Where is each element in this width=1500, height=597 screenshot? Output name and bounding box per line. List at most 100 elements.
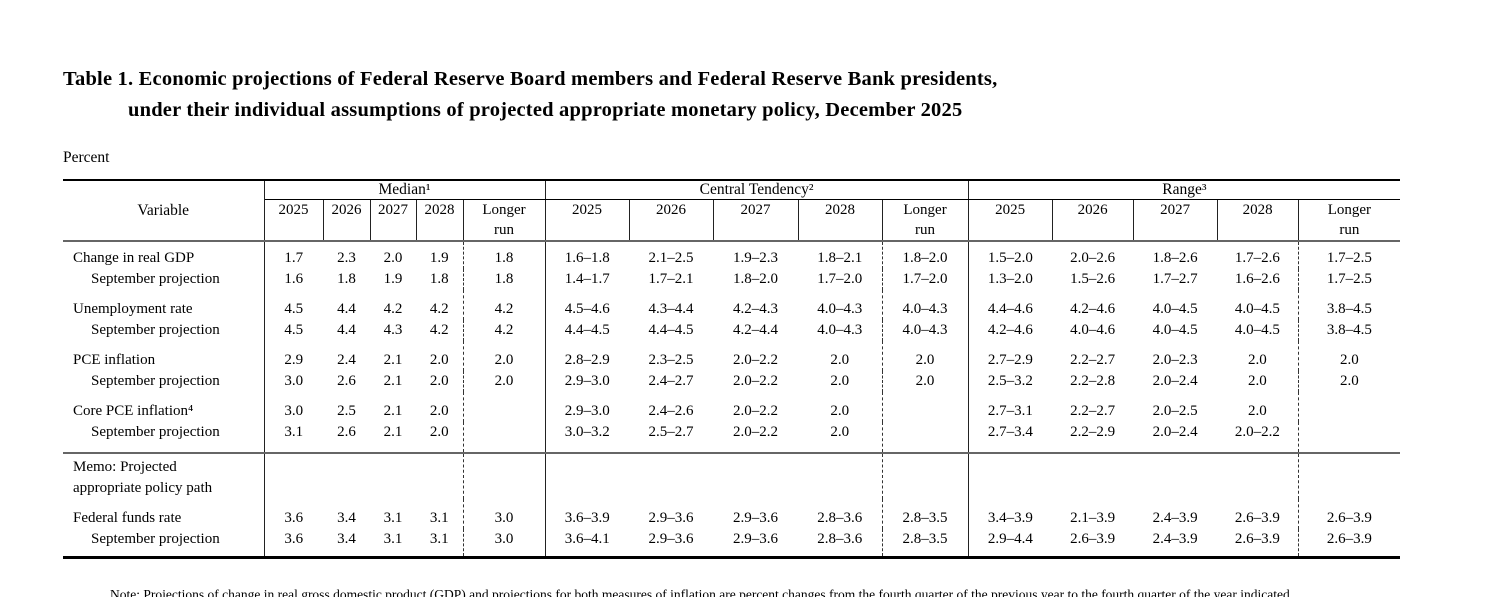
value-cell: 4.5 — [263, 320, 323, 341]
year-header-longer-run: Longer run — [462, 199, 546, 242]
memo-empty-cell — [798, 452, 883, 499]
table-row: Unemployment rate 4.5 4.4 4.2 4.2 4.2 4.5–4.6 4… — [63, 290, 1401, 320]
value-cell: 2.0 — [429, 424, 449, 440]
value-cell: 1.9 — [429, 250, 449, 266]
value-cell: 2.6–3.9 — [1297, 529, 1401, 558]
value-cell: 1.4–1.7 — [544, 269, 630, 290]
memo-empty-cell — [713, 452, 799, 499]
value-cell: 1.7–2.0 — [881, 269, 969, 290]
memo-empty-cell — [263, 452, 323, 499]
value-cell: 2.0 — [462, 341, 546, 371]
value-cell: 1.5–2.0 — [967, 241, 1053, 269]
value-cell: 2.0 — [830, 373, 850, 389]
value-cell: 2.0 — [881, 341, 969, 371]
value-cell: 2.7–3.4 — [967, 422, 1053, 453]
value-cell: 3.6–4.1 — [544, 529, 630, 558]
value-cell: 2.0–2.4 — [1152, 373, 1198, 389]
value-cell: 2.9–4.4 — [967, 529, 1053, 558]
table-row: Federal funds rate 3.6 3.4 3.1 3.1 3.0 3.6–3.9… — [63, 499, 1401, 529]
value-cell — [1297, 422, 1401, 453]
year-header: 2027 — [1132, 199, 1218, 242]
value-cell: 1.8 — [337, 271, 356, 287]
value-cell: 3.1 — [263, 422, 323, 453]
table-row: Change in real GDP 1.7 2.3 2.0 1.9 1.8 1.6–1.8… — [63, 241, 1401, 269]
value-cell: 4.0–4.3 — [881, 320, 969, 341]
value-cell: 4.4 — [337, 301, 356, 317]
value-cell: 3.1 — [429, 531, 449, 547]
value-cell: 3.6–3.9 — [544, 499, 630, 529]
value-cell: 2.8–3.6 — [817, 531, 863, 547]
value-cell: 1.7–2.1 — [648, 271, 694, 287]
value-cell: 1.8–2.0 — [881, 241, 969, 269]
value-cell: 2.9–3.6 — [648, 510, 694, 526]
value-cell: 4.2–4.3 — [733, 301, 779, 317]
value-cell: 1.6–1.8 — [544, 241, 630, 269]
value-cell — [881, 392, 969, 422]
memo-label: Memo: Projected appropriate policy path — [63, 452, 264, 499]
year-header: 2026 — [322, 199, 370, 242]
value-cell: 3.8–4.5 — [1297, 290, 1401, 320]
value-cell: 2.2–2.7 — [1070, 352, 1116, 368]
value-cell: 2.0 — [383, 250, 403, 266]
year-header: 2028 — [797, 199, 883, 242]
value-cell: 2.0 — [462, 371, 546, 392]
value-cell: 3.0–3.2 — [544, 422, 630, 453]
value-cell: 2.8–3.6 — [817, 510, 863, 526]
memo-empty-cell — [1052, 452, 1134, 499]
value-cell: 2.0 — [429, 373, 449, 389]
value-cell: 4.2 — [462, 320, 546, 341]
value-cell: 2.4 — [337, 352, 356, 368]
value-cell: 2.9–3.6 — [648, 531, 694, 547]
value-cell: 4.0–4.5 — [1234, 301, 1280, 317]
value-cell: 3.4–3.9 — [967, 499, 1053, 529]
table-row: September projection 3.1 2.6 2.1 2.0 3.0–3.2 2… — [63, 422, 1401, 453]
value-cell: 4.2 — [429, 301, 449, 317]
year-header: 2026 — [1051, 199, 1134, 242]
memo-empty-cell — [462, 452, 546, 499]
value-cell: 3.0 — [263, 371, 323, 392]
value-cell: 1.7 — [263, 241, 323, 269]
table-title-line1: Table 1. Economic projections of Federal… — [63, 68, 998, 90]
memo-empty-cell — [881, 452, 969, 499]
row-label: September projection — [91, 271, 220, 287]
table-title-line2: under their individual assumptions of pr… — [128, 99, 963, 121]
value-cell: 1.5–2.6 — [1070, 271, 1116, 287]
value-cell: 2.0 — [1247, 352, 1267, 368]
value-cell: 4.0–4.3 — [817, 322, 863, 338]
value-cell: 3.0 — [462, 499, 546, 529]
value-cell: 1.7–2.6 — [1234, 250, 1280, 266]
value-cell: 2.2–2.9 — [1070, 424, 1116, 440]
value-cell: 3.4 — [337, 531, 356, 547]
value-cell: 2.0 — [1297, 341, 1401, 371]
value-cell: 2.0 — [429, 403, 449, 419]
value-cell: 2.9–3.0 — [544, 392, 630, 422]
value-cell: 2.5–2.7 — [648, 424, 694, 440]
value-cell: 4.4–4.5 — [544, 320, 630, 341]
value-cell: 2.0 — [1247, 403, 1267, 419]
row-label: Federal funds rate — [73, 510, 182, 526]
value-cell: 2.6–3.9 — [1297, 499, 1401, 529]
value-cell: 1.8–2.6 — [1152, 250, 1198, 266]
value-cell: 3.8–4.5 — [1297, 320, 1401, 341]
value-cell: 2.1 — [383, 352, 403, 368]
value-cell: 2.4–3.9 — [1152, 531, 1198, 547]
value-cell: 2.3 — [337, 250, 356, 266]
variable-column-header: Variable — [63, 180, 265, 242]
projections-table: Variable Median¹ Central Tendency² Range… — [63, 179, 1401, 559]
value-cell: 2.0 — [1247, 373, 1267, 389]
table-row: September projection 1.6 1.8 1.9 1.8 1.8 1.4–1… — [63, 269, 1401, 290]
value-cell: 2.0–2.6 — [1070, 250, 1116, 266]
value-cell: 4.0–4.3 — [817, 301, 863, 317]
year-header: 2026 — [628, 199, 714, 242]
value-cell: 1.7–2.5 — [1297, 269, 1401, 290]
unit-label: Percent — [63, 149, 110, 166]
value-cell: 2.4–2.6 — [648, 403, 694, 419]
value-cell: 2.0–2.5 — [1152, 403, 1198, 419]
value-cell: 2.0–2.4 — [1152, 424, 1198, 440]
row-label: September projection — [91, 322, 220, 338]
value-cell: 3.4 — [337, 510, 356, 526]
value-cell: 4.0–4.5 — [1234, 322, 1280, 338]
value-cell — [462, 392, 546, 422]
value-cell: 2.0–2.2 — [1234, 424, 1280, 440]
